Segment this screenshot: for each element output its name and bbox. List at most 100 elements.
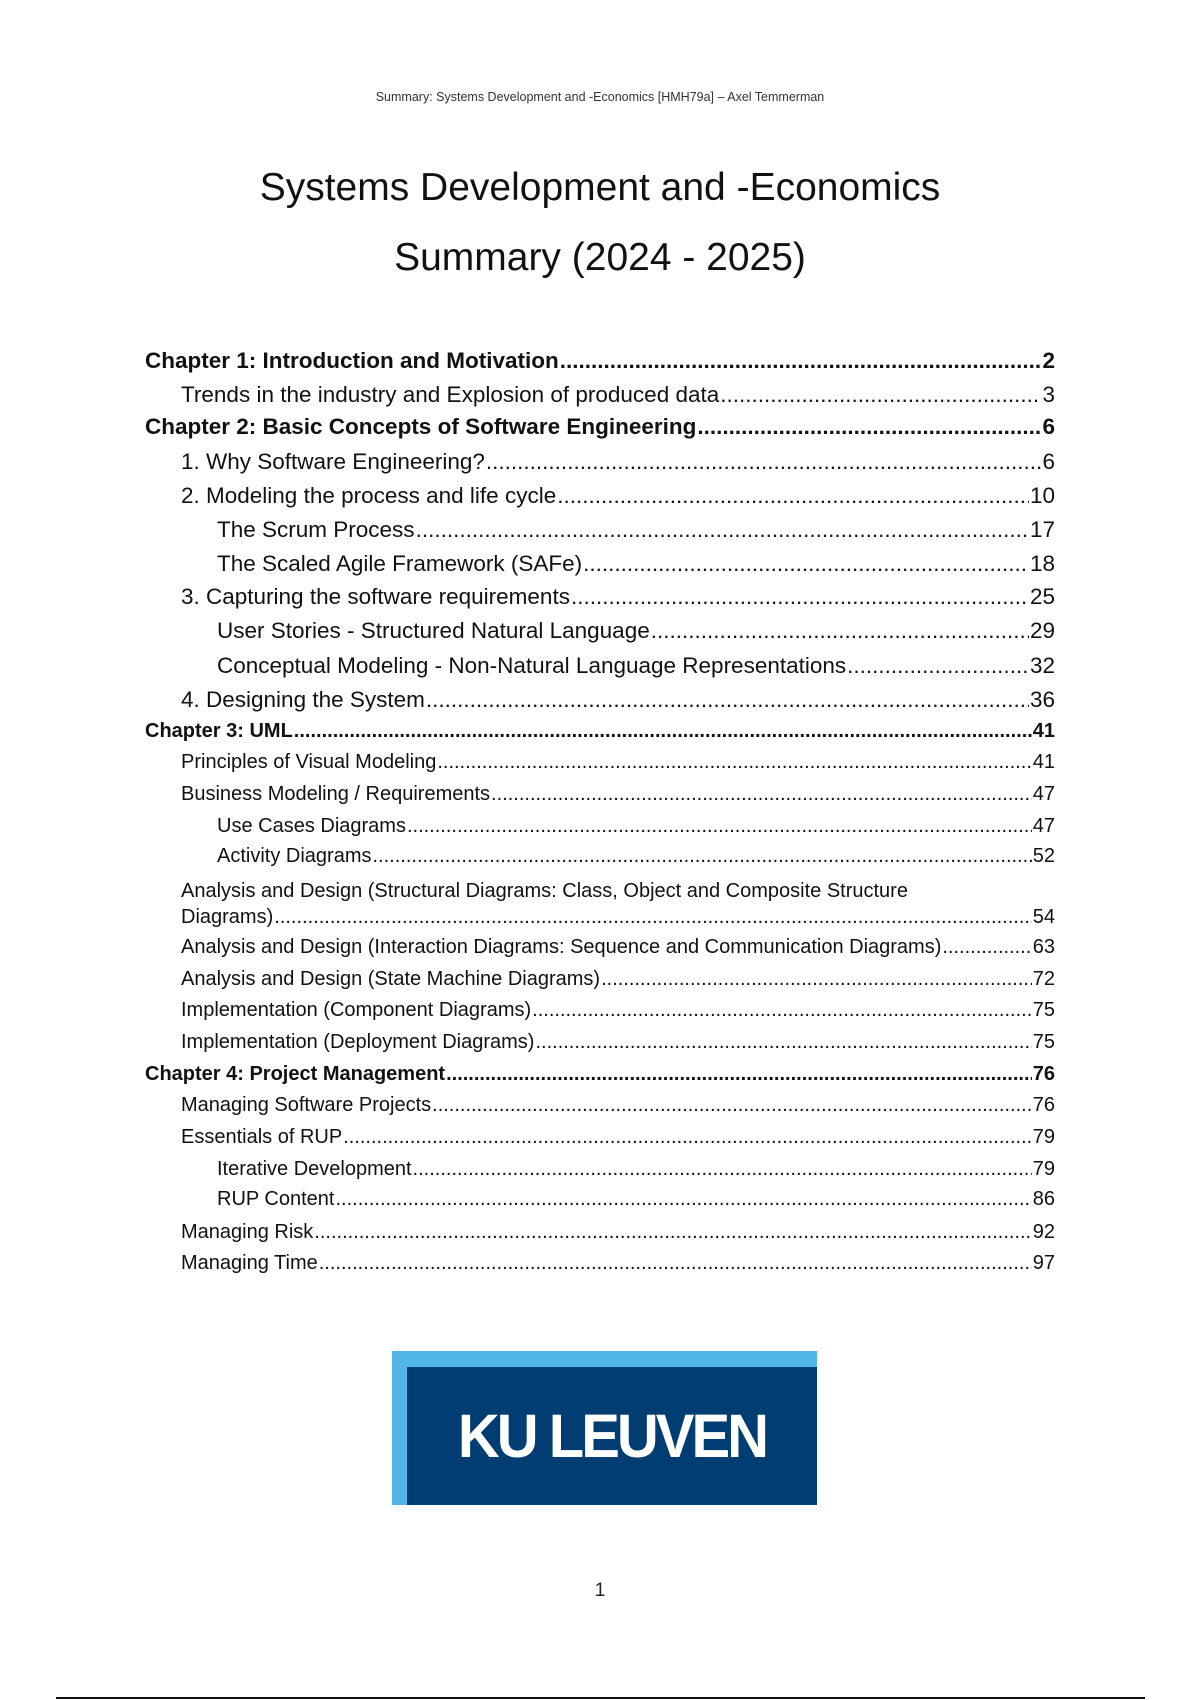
toc-leader: [426, 687, 1029, 713]
toc-entry[interactable]: Principles of Visual Modeling 41: [181, 751, 1055, 774]
toc-entry-title: Chapter 2: Basic Concepts of Software En…: [145, 414, 697, 439]
toc-page-number: 32: [1029, 653, 1055, 678]
toc-leader: [274, 906, 1032, 929]
toc-entry[interactable]: 4. Designing the System 36: [181, 687, 1055, 713]
toc-entry-title: The Scrum Process: [217, 517, 415, 542]
toc-page-number: 41: [1032, 720, 1055, 742]
toc-leader: [560, 348, 1042, 374]
toc-entry-title: Business Modeling / Requirements: [181, 783, 491, 805]
toc-entry[interactable]: The Scrum Process 17: [217, 517, 1055, 543]
toc-leader: [446, 1063, 1032, 1086]
page-number: 1: [594, 1580, 606, 1601]
toc-entry[interactable]: 1. Why Software Engineering? 6: [181, 449, 1055, 475]
toc-entry-wrapped-line: Analysis and Design (Structural Diagrams…: [181, 880, 908, 902]
toc-leader: [407, 815, 1032, 838]
toc-entry[interactable]: RUP Content 86: [217, 1188, 1055, 1211]
toc-entry[interactable]: Implementation (Deployment Diagrams) 75: [181, 1031, 1055, 1054]
toc-page-number: 97: [1032, 1252, 1055, 1274]
toc-entry-title: Managing Risk: [181, 1221, 314, 1243]
toc-entry[interactable]: Use Cases Diagrams 47: [217, 815, 1055, 838]
toc-leader: [557, 483, 1029, 509]
toc-entry-title: Chapter 4: Project Management: [145, 1063, 446, 1085]
toc-entry-title: Use Cases Diagrams: [217, 815, 406, 837]
page-divider: [56, 1697, 1145, 1699]
toc-entry[interactable]: Essentials of RUP 79: [181, 1126, 1055, 1149]
toc-leader: [314, 1221, 1031, 1244]
toc-entry[interactable]: Activity Diagrams 52: [217, 845, 1055, 868]
toc-leader: [319, 1252, 1032, 1275]
toc-entry[interactable]: Analysis and Design (Interaction Diagram…: [181, 936, 1055, 959]
toc-page-number: 86: [1032, 1188, 1055, 1210]
toc-page-number: 2: [1042, 348, 1055, 373]
toc-page-number: 92: [1032, 1221, 1055, 1243]
toc-entry[interactable]: Implementation (Component Diagrams) 75: [181, 999, 1055, 1022]
toc-entry-title: Implementation (Component Diagrams): [181, 999, 532, 1021]
toc-entry-title: Chapter 3: UML: [145, 720, 293, 742]
toc-page-number: 75: [1032, 999, 1055, 1021]
toc-entry-title: User Stories - Structured Natural Langua…: [217, 618, 650, 643]
toc-page-number: 54: [1032, 906, 1055, 928]
toc-leader: [343, 1126, 1032, 1149]
toc-entry[interactable]: Analysis and Design (State Machine Diagr…: [181, 968, 1055, 991]
toc-leader: [486, 449, 1042, 475]
toc-page-number: 6: [1042, 414, 1055, 439]
toc-page-number: 10: [1029, 483, 1055, 508]
toc-leader: [697, 414, 1041, 440]
toc-entry[interactable]: Managing Risk 92: [181, 1221, 1055, 1244]
toc-leader: [847, 653, 1029, 679]
toc-entry[interactable]: Trends in the industry and Explosion of …: [181, 382, 1055, 408]
toc-entry[interactable]: Chapter 1: Introduction and Motivation 2: [145, 348, 1055, 374]
toc-leader: [372, 845, 1031, 868]
toc-page-number: 72: [1032, 968, 1055, 990]
toc-entry[interactable]: 3. Capturing the software requirements 25: [181, 584, 1055, 610]
toc-leader: [294, 720, 1032, 743]
toc-entry-title: 2. Modeling the process and life cycle: [181, 483, 557, 508]
toc-leader: [532, 999, 1032, 1022]
toc-leader: [432, 1094, 1032, 1117]
toc-entry[interactable]: User Stories - Structured Natural Langua…: [217, 618, 1055, 644]
toc-entry-title: Trends in the industry and Explosion of …: [181, 382, 720, 407]
toc-entry-title: 3. Capturing the software requirements: [181, 584, 570, 609]
toc-entry-title: Analysis and Design (State Machine Diagr…: [181, 968, 601, 990]
toc-entry-title: 4. Designing the System: [181, 687, 425, 712]
toc-leader: [416, 517, 1029, 543]
toc-page-number: 75: [1032, 1031, 1055, 1053]
toc-entry[interactable]: Business Modeling / Requirements 47: [181, 783, 1055, 806]
toc-entry[interactable]: Chapter 3: UML 41: [145, 720, 1055, 743]
toc-entry[interactable]: Chapter 2: Basic Concepts of Software En…: [145, 414, 1055, 440]
logo-text: KU LEUVEN: [457, 1401, 769, 1471]
toc-page-number: 47: [1032, 815, 1055, 837]
toc-entry-title: Diagrams): [181, 906, 274, 928]
toc-entry-title: 1. Why Software Engineering?: [181, 449, 485, 474]
toc-entry-title: Activity Diagrams: [217, 845, 372, 867]
toc-entry[interactable]: Iterative Development 79: [217, 1158, 1055, 1181]
toc-entry[interactable]: Conceptual Modeling - Non-Natural Langua…: [217, 653, 1055, 679]
toc-page-number: 79: [1032, 1158, 1055, 1180]
toc-entry-title: Implementation (Deployment Diagrams): [181, 1031, 535, 1053]
toc-entry[interactable]: 2. Modeling the process and life cycle 10: [181, 483, 1055, 509]
toc-entry[interactable]: Diagrams) 54: [181, 906, 1055, 929]
toc-entry[interactable]: Managing Software Projects 76: [181, 1094, 1055, 1117]
toc-leader: [413, 1158, 1032, 1181]
toc-leader: [583, 551, 1029, 577]
toc-entry[interactable]: The Scaled Agile Framework (SAFe) 18: [217, 551, 1055, 577]
toc-entry[interactable]: Managing Time 97: [181, 1252, 1055, 1275]
toc-page-number: 41: [1032, 751, 1055, 773]
toc-page-number: 36: [1029, 687, 1055, 712]
toc-leader: [491, 783, 1032, 806]
toc-entry-title: Conceptual Modeling - Non-Natural Langua…: [217, 653, 847, 678]
toc-entry-title: RUP Content: [217, 1188, 335, 1210]
toc-page-number: 47: [1032, 783, 1055, 805]
toc-page-number: 6: [1042, 449, 1055, 474]
toc-leader: [942, 936, 1031, 959]
document-subtitle: Summary (2024 - 2025): [394, 236, 806, 279]
toc-entry[interactable]: Chapter 4: Project Management 76: [145, 1063, 1055, 1086]
toc-leader: [601, 968, 1032, 991]
ku-leuven-logo: KU LEUVEN: [392, 1351, 817, 1505]
toc-page-number: 76: [1032, 1094, 1055, 1116]
toc-page-number: 17: [1029, 517, 1055, 542]
toc-page-number: 76: [1032, 1063, 1055, 1085]
toc-leader: [720, 382, 1041, 408]
toc-entry-title: Chapter 1: Introduction and Motivation: [145, 348, 559, 373]
toc-page-number: 29: [1029, 618, 1055, 643]
